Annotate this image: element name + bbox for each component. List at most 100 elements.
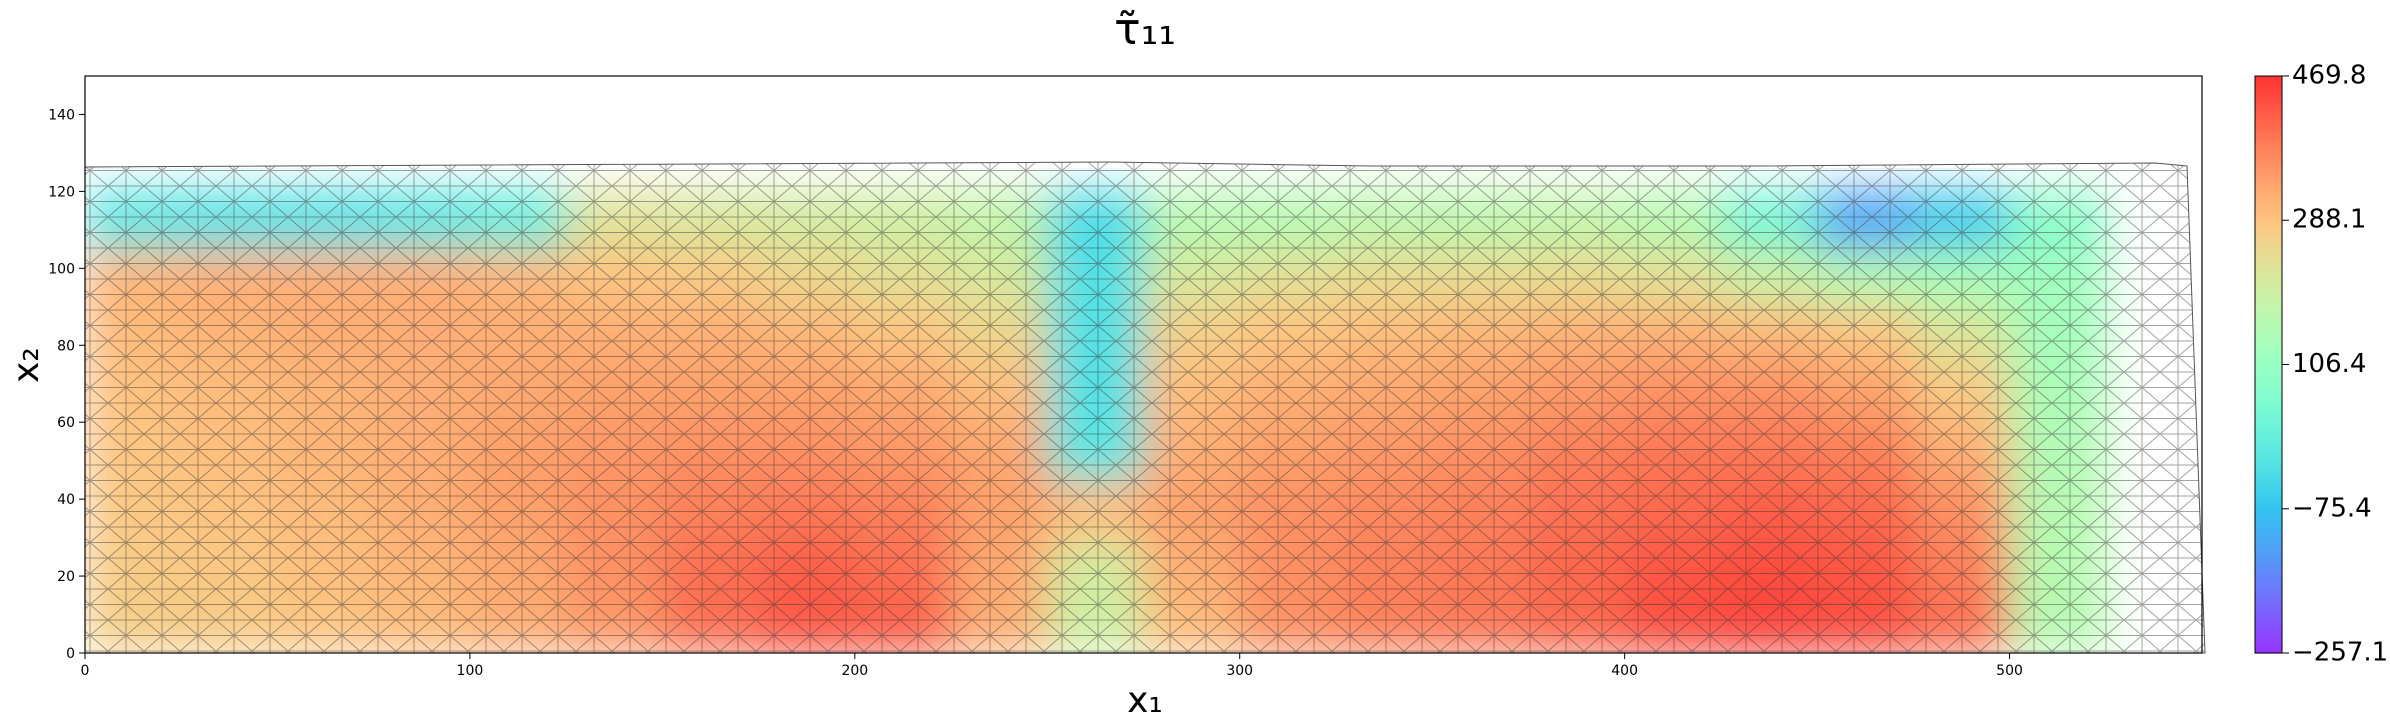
colorbar-step — [2255, 387, 2282, 392]
colorbar-step — [2255, 433, 2282, 438]
colorbar-step — [2255, 90, 2282, 94]
colorbar-step — [2255, 592, 2282, 596]
colorbar-step — [2255, 200, 2282, 204]
colorbar-step — [2255, 523, 2282, 527]
colorbar-step — [2255, 629, 2282, 634]
colorbar-step — [2255, 560, 2282, 565]
colorbar-step — [2255, 537, 2282, 542]
mesh — [84, 161, 2206, 654]
colorbar-step — [2255, 635, 2282, 640]
colorbar-step — [2255, 367, 2282, 371]
colorbar-step — [2255, 419, 2282, 423]
colorbar-step — [2255, 168, 2282, 172]
colorbar-step — [2255, 260, 2282, 265]
colorbar-step — [2255, 624, 2282, 628]
y-tick-label: 140 — [48, 107, 75, 123]
colorbar-step — [2255, 306, 2282, 311]
colorbar-step — [2255, 358, 2282, 363]
colorbar-step — [2255, 502, 2282, 507]
y-tick-label: 20 — [57, 569, 75, 585]
y-tick-label: 60 — [57, 415, 75, 431]
y-tick-label: 80 — [57, 338, 75, 354]
colorbar-step — [2255, 459, 2282, 464]
x-tick-label: 400 — [1611, 663, 1638, 679]
colorbar-step — [2255, 569, 2282, 573]
colorbar-step — [2255, 601, 2282, 605]
colorbar-step — [2255, 422, 2282, 426]
colorbar-step — [2255, 355, 2282, 360]
colorbar-step — [2255, 540, 2282, 544]
colorbar-step — [2255, 191, 2282, 195]
colorbar-step — [2255, 508, 2282, 513]
colorbar-step — [2255, 272, 2282, 276]
colorbar-step — [2255, 566, 2282, 570]
colorbar-step — [2255, 618, 2282, 622]
colorbar-tick-label: −75.4 — [2292, 493, 2372, 523]
colorbar-step — [2255, 384, 2282, 389]
colorbar-step — [2255, 277, 2282, 282]
colorbar-step — [2255, 269, 2282, 273]
colorbar-step — [2255, 254, 2282, 259]
y-tick-label: 40 — [57, 492, 75, 508]
colorbar-step — [2255, 517, 2282, 521]
chart-title: τ̃₁₁ — [1114, 4, 1176, 55]
colorbar-step — [2255, 595, 2282, 599]
colorbar-step — [2255, 500, 2282, 504]
colorbar-step — [2255, 332, 2282, 337]
colorbar-step — [2255, 130, 2282, 135]
colorbar-step — [2255, 641, 2282, 645]
colorbar-step — [2255, 511, 2282, 516]
colorbar-step — [2255, 402, 2282, 406]
colorbar-step — [2255, 153, 2282, 158]
colorbar-step — [2255, 621, 2282, 625]
x-tick-label: 0 — [81, 663, 90, 679]
colorbar-step — [2255, 266, 2282, 270]
colorbar-step — [2255, 119, 2282, 123]
colorbar-step — [2255, 468, 2282, 472]
colorbar-step — [2255, 445, 2282, 449]
colorbar-step — [2255, 477, 2282, 481]
colorbar-step — [2255, 583, 2282, 588]
x-tick-label: 200 — [841, 663, 868, 679]
colorbar-step — [2255, 251, 2282, 256]
colorbar-step — [2255, 110, 2282, 115]
colorbar-step — [2255, 93, 2282, 97]
colorbar-step — [2255, 497, 2282, 501]
colorbar-step — [2255, 214, 2282, 218]
colorbar-step — [2255, 615, 2282, 619]
colorbar-step — [2255, 96, 2282, 100]
colorbar-step — [2255, 99, 2282, 103]
colorbar-step — [2255, 208, 2282, 213]
colorbar-step — [2255, 341, 2282, 345]
colorbar-step — [2255, 577, 2282, 582]
colorbar-step — [2255, 136, 2282, 141]
colorbar-step — [2255, 557, 2282, 562]
colorbar — [2255, 76, 2282, 654]
colorbar-step — [2255, 488, 2282, 493]
colorbar-step — [2255, 491, 2282, 495]
colorbar-step — [2255, 407, 2282, 412]
colorbar-step — [2255, 552, 2282, 556]
colorbar-step — [2255, 413, 2282, 418]
colorbar-step — [2255, 162, 2282, 167]
colorbar-step — [2255, 165, 2282, 169]
colorbar-step — [2255, 390, 2282, 394]
colorbar-step — [2255, 520, 2282, 524]
colorbar-step — [2255, 171, 2282, 175]
colorbar-step — [2255, 301, 2282, 305]
colorbar-step — [2255, 326, 2282, 331]
colorbar-tick-label: 469.8 — [2292, 61, 2366, 91]
colorbar-step — [2255, 205, 2282, 210]
colorbar-step — [2255, 479, 2282, 484]
colorbar-step — [2255, 471, 2282, 475]
colorbar-step — [2255, 179, 2282, 184]
colorbar-step — [2255, 188, 2282, 192]
colorbar-step — [2255, 373, 2282, 377]
colorbar-step — [2255, 298, 2282, 302]
colorbar-step — [2255, 211, 2282, 216]
colorbar-step — [2255, 425, 2282, 429]
colorbar-step — [2255, 275, 2282, 279]
colorbar-step — [2255, 295, 2282, 299]
